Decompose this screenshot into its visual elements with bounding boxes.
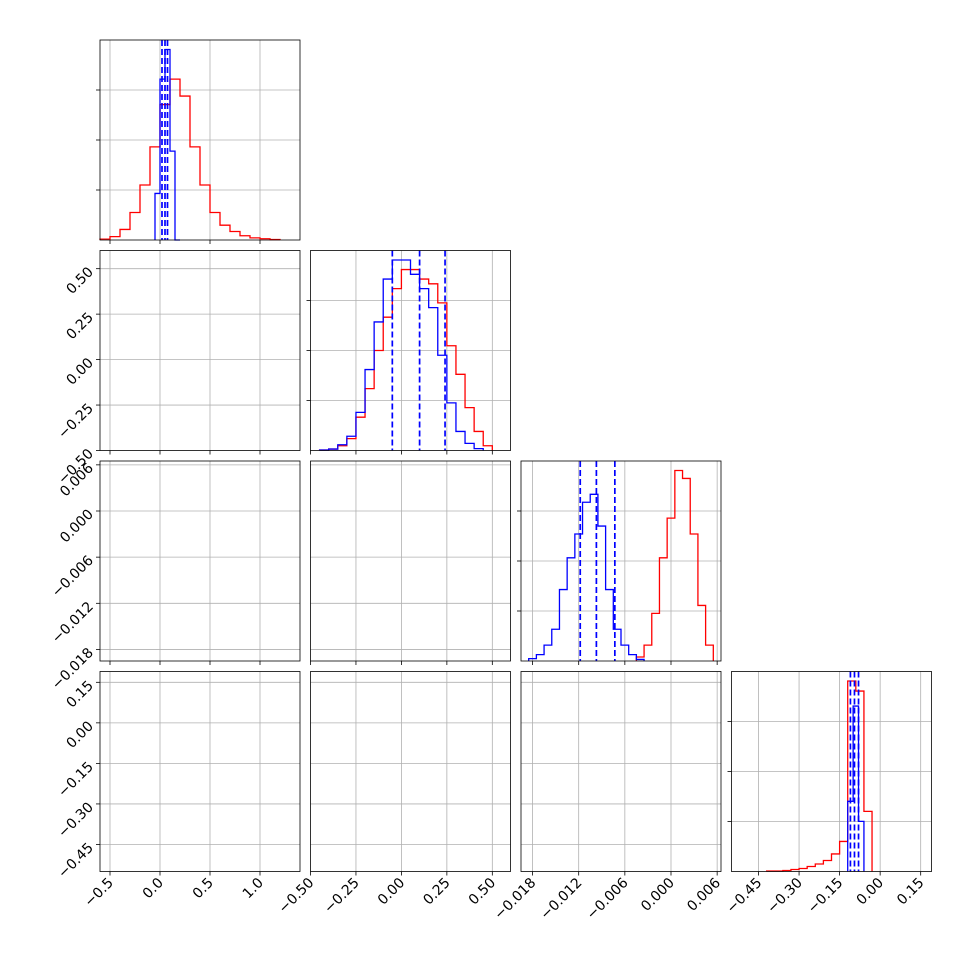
panel-frame xyxy=(310,460,511,662)
scatter-panel-2-0 xyxy=(100,461,300,661)
scatter-panel-3-1 xyxy=(310,671,511,872)
panel-frame xyxy=(99,671,301,872)
histogram-panel-1 xyxy=(306,250,511,451)
histogram-panel-3 xyxy=(727,671,932,872)
histogram-series-1 xyxy=(847,705,865,872)
histogram-series-0 xyxy=(765,680,873,872)
histogram-panel-2 xyxy=(517,460,722,662)
panel-frame xyxy=(520,671,722,872)
scatter-panel-3-2 xyxy=(521,671,721,872)
histogram-series-1 xyxy=(318,259,484,451)
panel-frame xyxy=(310,671,511,872)
scatter-panel-2-1 xyxy=(310,461,511,661)
histogram-series-1 xyxy=(528,493,645,661)
scatter-panel-3-0 xyxy=(100,671,300,872)
histogram-series-0 xyxy=(99,78,281,241)
panel-frame xyxy=(99,460,301,662)
scatter-panel-1-0 xyxy=(100,250,300,451)
histogram-series-0 xyxy=(635,469,714,661)
panel-frame xyxy=(99,250,301,451)
histogram-panel-0 xyxy=(96,39,301,241)
